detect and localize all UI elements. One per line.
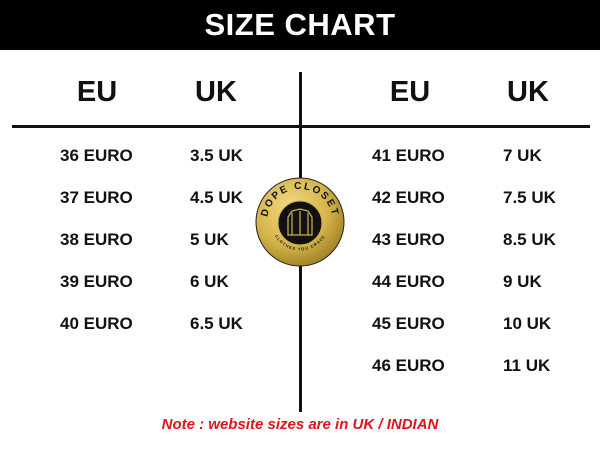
eu-size-cell: 46 EURO — [372, 356, 445, 375]
header-uk-right: UK — [507, 76, 549, 108]
uk-size-cell: 10 UK — [503, 314, 552, 333]
page-title: SIZE CHART — [204, 7, 396, 42]
eu-size-cell: 42 EURO — [372, 188, 445, 207]
eu-size-cell: 39 EURO — [60, 272, 133, 291]
eu-size-cell: 40 EURO — [60, 314, 133, 333]
header-eu-left: EU — [76, 76, 118, 108]
eu-size-cell: 44 EURO — [372, 272, 445, 291]
uk-size-cell: 8.5 UK — [503, 230, 556, 249]
header-uk-left: UK — [195, 76, 237, 108]
uk-size-cell: 6 UK — [190, 272, 229, 291]
uk-size-cell: 7 UK — [503, 146, 542, 165]
title-bar: SIZE CHART — [0, 0, 600, 50]
uk-size-cell: 7.5 UK — [503, 188, 556, 207]
eu-size-cell: 38 EURO — [60, 230, 133, 249]
eu-size-cell: 36 EURO — [60, 146, 133, 165]
dope-closet-logo: DOPE CLOSET CLOTHES YOU CRAVE — [255, 177, 345, 267]
uk-size-cell: 9 UK — [503, 272, 542, 291]
header-eu-right: EU — [389, 76, 431, 108]
eu-size-cell: 37 EURO — [60, 188, 133, 207]
uk-size-cell: 3.5 UK — [190, 146, 243, 165]
uk-size-cell: 5 UK — [190, 230, 229, 249]
uk-size-cell: 6.5 UK — [190, 314, 243, 333]
note-text: Note : website sizes are in UK / INDIAN — [161, 416, 439, 433]
jacket-icon — [287, 208, 313, 236]
eu-size-cell: 41 EURO — [372, 146, 445, 165]
uk-size-cell: 4.5 UK — [190, 188, 243, 207]
uk-size-cell: 11 UK — [503, 356, 551, 375]
eu-size-cell: 43 EURO — [372, 230, 445, 249]
eu-size-cell: 45 EURO — [372, 314, 445, 333]
